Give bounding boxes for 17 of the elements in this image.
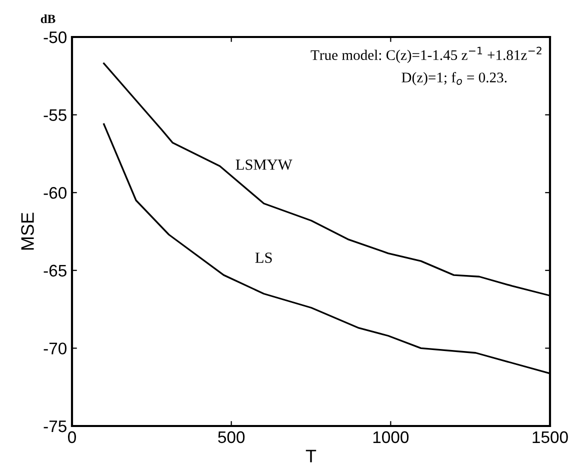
y-tick-label: -70 xyxy=(44,342,66,354)
series-label: LSMYW xyxy=(236,160,292,170)
x-axis-title: T xyxy=(306,450,316,462)
y-tick-label: -65 xyxy=(44,264,66,277)
y-tick-label: -55 xyxy=(44,109,66,122)
annotation: D(z)=1; f$_{o}$ = 0.23. xyxy=(402,72,507,86)
x-tick-label: 500 xyxy=(218,431,245,444)
x-tick-label: 1500 xyxy=(532,431,568,444)
text: dB xyxy=(40,14,56,24)
x-tick-label: 1000 xyxy=(373,431,409,444)
y-tick-label: -75 xyxy=(44,420,66,432)
y-tick-label: -60 xyxy=(44,187,66,199)
series-label: LS xyxy=(255,252,272,263)
y-tick-label: -50 xyxy=(44,31,66,44)
y-axis-title: MSE xyxy=(21,212,34,250)
x-tick-label: 0 xyxy=(68,431,76,444)
annotation: True model: C(z)=1-1.45 z$^{−1}$ +1.81z$^{−2}$ xyxy=(310,46,542,63)
